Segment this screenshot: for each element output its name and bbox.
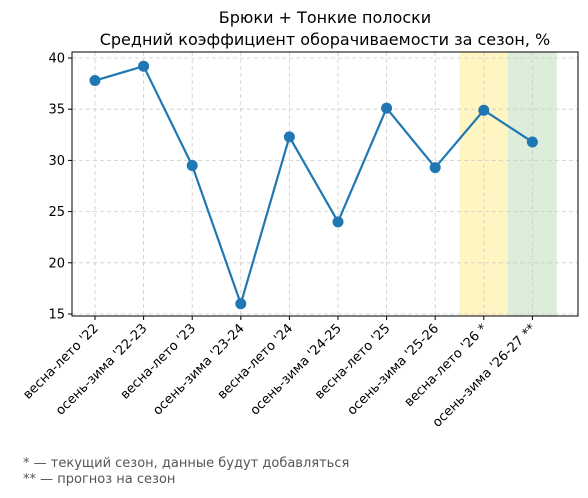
data-point-7 [381, 102, 393, 114]
y-tick-label-35: 35 [48, 103, 65, 118]
y-tick-label-15: 15 [48, 308, 65, 323]
y-tick-label-30: 30 [48, 154, 65, 169]
data-point-2 [138, 60, 150, 72]
footnote-current-season: * — текущий сезон, данные будут добавлят… [23, 456, 350, 471]
data-point-6 [332, 216, 344, 228]
data-point-10 [526, 136, 538, 148]
data-point-1 [89, 75, 101, 87]
data-point-8 [429, 162, 441, 174]
x-tick-label-2: осень-зима '22-23 [53, 321, 150, 418]
data-point-4 [235, 298, 247, 310]
y-tick-label-40: 40 [48, 52, 65, 67]
chart-subtitle: Средний коэффициент оборачиваемости за с… [99, 30, 551, 49]
chart-title: Брюки + Тонкие полоски [218, 8, 432, 27]
y-tick-label-20: 20 [48, 256, 65, 271]
data-point-3 [186, 160, 198, 172]
y-tick-label-25: 25 [48, 205, 65, 220]
footnote-forecast: ** — прогноз на сезон [23, 472, 176, 487]
x-tick-label-8: осень-зима '25-26 [345, 321, 442, 418]
data-point-9 [478, 104, 490, 116]
series-line [94, 65, 534, 305]
x-tick-label-4: осень-зима '23-24 [150, 321, 247, 418]
data-point-5 [283, 131, 295, 143]
x-tick-label-6: осень-зима '24-25 [248, 321, 345, 418]
plot-frame [71, 51, 579, 317]
x-tick-label-9: весна-лето '26 * [402, 321, 491, 410]
